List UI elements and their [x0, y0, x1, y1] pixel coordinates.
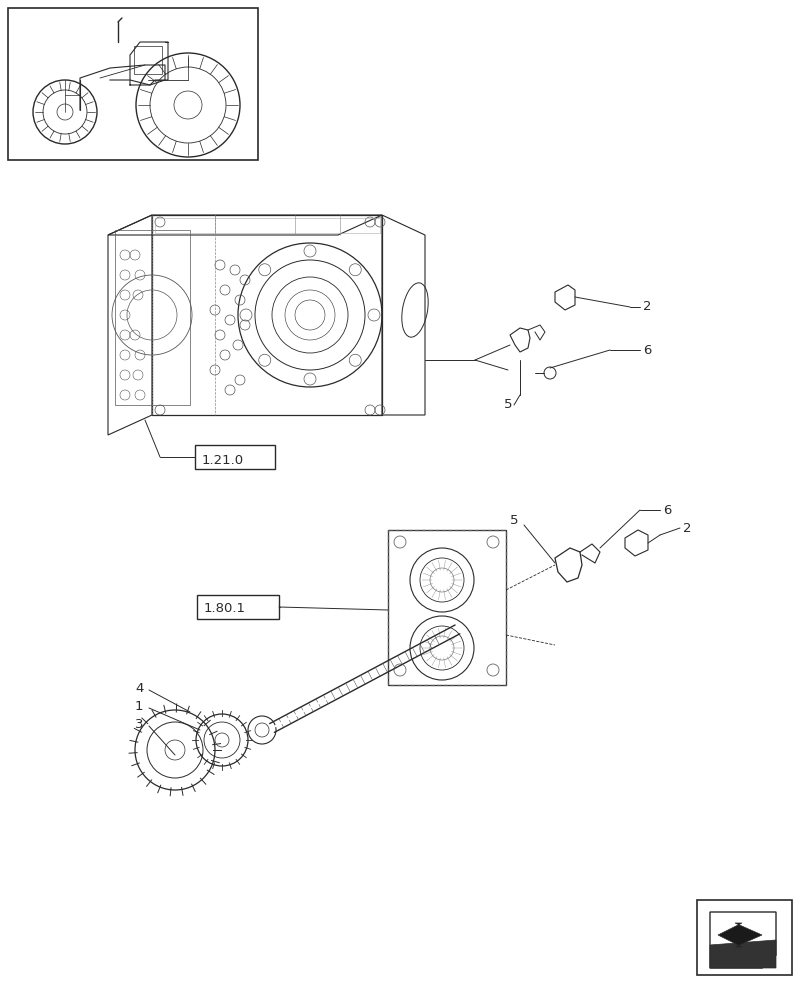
Text: 2: 2: [642, 300, 650, 314]
Bar: [195, 445, 275, 469]
Polygon shape: [761, 955, 775, 968]
Text: 6: 6: [663, 504, 671, 516]
Polygon shape: [717, 923, 761, 947]
Bar: [388, 530, 505, 685]
Text: 6: 6: [642, 344, 650, 357]
Polygon shape: [709, 912, 775, 968]
Bar: [197, 595, 279, 619]
Text: 1.80.1: 1.80.1: [204, 601, 246, 614]
Text: 5: 5: [509, 514, 518, 526]
Polygon shape: [709, 940, 775, 968]
Bar: [388, 530, 505, 685]
Text: 1: 1: [135, 700, 144, 712]
Bar: [8, 8, 258, 160]
Bar: [155, 218, 380, 233]
Text: 3: 3: [135, 718, 144, 730]
Bar: [696, 900, 791, 975]
Bar: [134, 46, 162, 74]
Bar: [115, 230, 190, 405]
Text: 4: 4: [135, 682, 144, 694]
Text: 5: 5: [504, 398, 512, 412]
Text: 1.21.0: 1.21.0: [202, 454, 244, 466]
Text: 2: 2: [682, 522, 691, 534]
